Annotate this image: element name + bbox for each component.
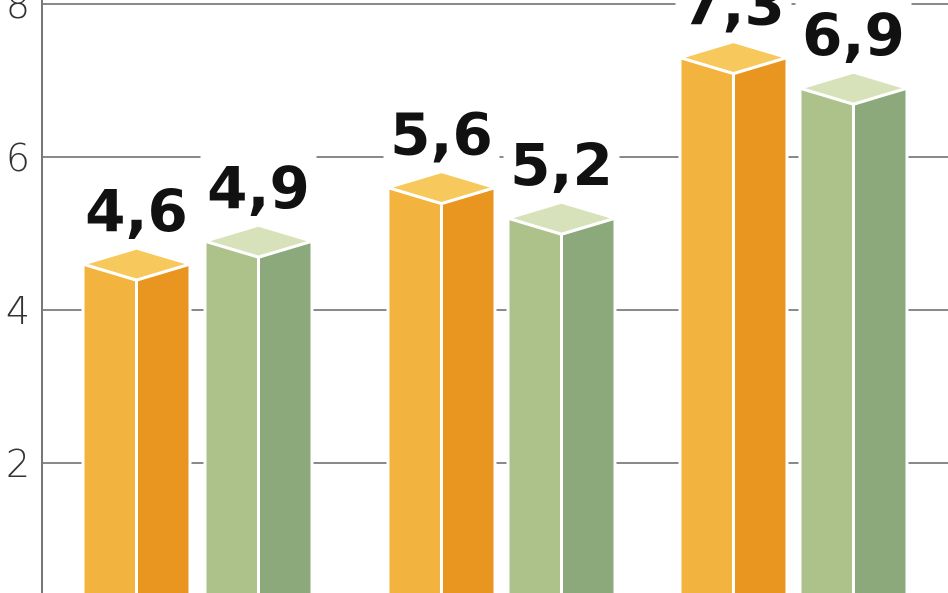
bar-front-left bbox=[203, 239, 260, 593]
bar-front-right bbox=[440, 185, 497, 593]
y-tick-label: 8 bbox=[6, 0, 30, 27]
bar-front-right bbox=[732, 55, 789, 593]
label-background bbox=[503, 128, 620, 195]
bar-top bbox=[77, 246, 196, 282]
bar-front-left bbox=[798, 86, 855, 593]
data-label: 6,9 bbox=[802, 1, 905, 69]
data-label: 5,2 bbox=[510, 131, 613, 199]
bar-top bbox=[674, 39, 793, 76]
bar-front-left bbox=[81, 262, 138, 593]
data-label: 7,3 bbox=[682, 0, 785, 39]
y-tick-label: 4 bbox=[6, 289, 30, 333]
data-label: 4,6 bbox=[85, 177, 188, 245]
bar-front-right bbox=[560, 216, 617, 593]
y-tick-label: 6 bbox=[6, 136, 30, 180]
bar-top bbox=[199, 223, 318, 259]
bar-front-left bbox=[506, 216, 563, 593]
label-background bbox=[78, 174, 195, 241]
label-background bbox=[795, 0, 912, 65]
bar-front-right bbox=[135, 262, 192, 593]
bar-top bbox=[502, 200, 621, 236]
label-background bbox=[675, 0, 792, 34]
bar-top bbox=[794, 70, 913, 106]
bar-front-right bbox=[257, 239, 314, 593]
bar-front-left bbox=[678, 55, 735, 593]
data-label: 4,9 bbox=[207, 154, 310, 222]
label-background bbox=[200, 151, 317, 218]
label-background bbox=[383, 97, 500, 164]
bar-front-right bbox=[852, 86, 909, 593]
data-label: 5,6 bbox=[390, 101, 493, 169]
bar-front-left bbox=[386, 185, 443, 593]
y-tick-label: 2 bbox=[6, 442, 30, 486]
bar-top bbox=[382, 170, 501, 206]
